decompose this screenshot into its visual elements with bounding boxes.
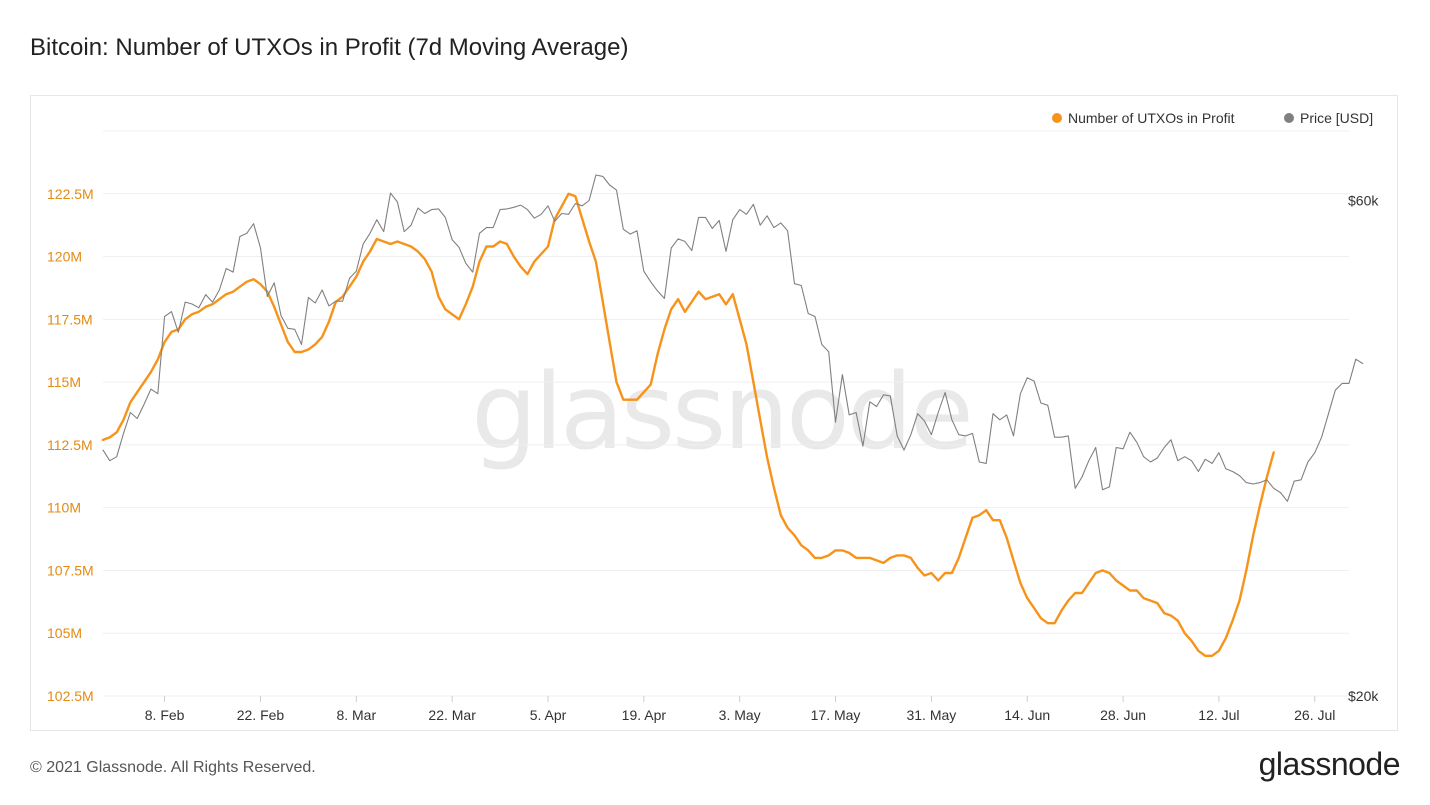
right-axis-label: $20k xyxy=(1348,688,1379,704)
left-axis-label: 107.5M xyxy=(47,562,94,578)
chart-title: Bitcoin: Number of UTXOs in Profit (7d M… xyxy=(30,34,629,61)
utxo-profit-line xyxy=(101,192,1275,657)
x-axis-label: 8. Feb xyxy=(145,707,185,723)
x-axis-label: 17. May xyxy=(811,707,861,723)
left-axis-label: 102.5M xyxy=(47,688,94,704)
chart: glassnode 102.5M 105M 107.5M 110M 112.5M 115M 1… xyxy=(47,110,1379,723)
x-axis-label: 22. Mar xyxy=(428,707,476,723)
chart-panel: glassnode 102.5M 105M 107.5M 110M 112.5M 115M 1… xyxy=(30,95,1398,731)
x-axis-label: 12. Jul xyxy=(1198,707,1239,723)
copyright-footer: © 2021 Glassnode. All Rights Reserved. xyxy=(30,759,316,776)
legend-marker xyxy=(1052,113,1062,123)
right-axis-label: $60k xyxy=(1348,193,1379,209)
x-axis-label: 5. Apr xyxy=(530,707,567,723)
left-axis-label: 105M xyxy=(47,625,82,641)
legend-marker xyxy=(1284,113,1294,123)
glassnode-logo[interactable]: glassnode xyxy=(1258,746,1401,782)
left-axis-label: 122.5M xyxy=(47,186,94,202)
x-axis-label: 3. May xyxy=(719,707,761,723)
x-axis-label: 22. Feb xyxy=(237,707,285,723)
legend-label: Number of UTXOs in Profit xyxy=(1068,110,1235,126)
left-axis-label: 110M xyxy=(47,500,81,516)
price-line xyxy=(102,174,1364,502)
left-axis-label: 112.5M xyxy=(47,437,93,453)
left-axis-label: 117.5M xyxy=(47,311,93,327)
x-axis-label: 28. Jun xyxy=(1100,707,1146,723)
x-axis-label: 14. Jun xyxy=(1004,707,1050,723)
x-axis-label: 26. Jul xyxy=(1294,707,1335,723)
watermark: glassnode xyxy=(471,351,971,473)
x-axis-label: 8. Mar xyxy=(336,707,376,723)
left-axis-label: 115M xyxy=(47,374,81,390)
legend-label: Price [USD] xyxy=(1300,110,1373,126)
x-axis-label: 19. Apr xyxy=(622,707,667,723)
x-axis-label: 31. May xyxy=(906,707,956,723)
left-axis-label: 120M xyxy=(47,249,82,265)
